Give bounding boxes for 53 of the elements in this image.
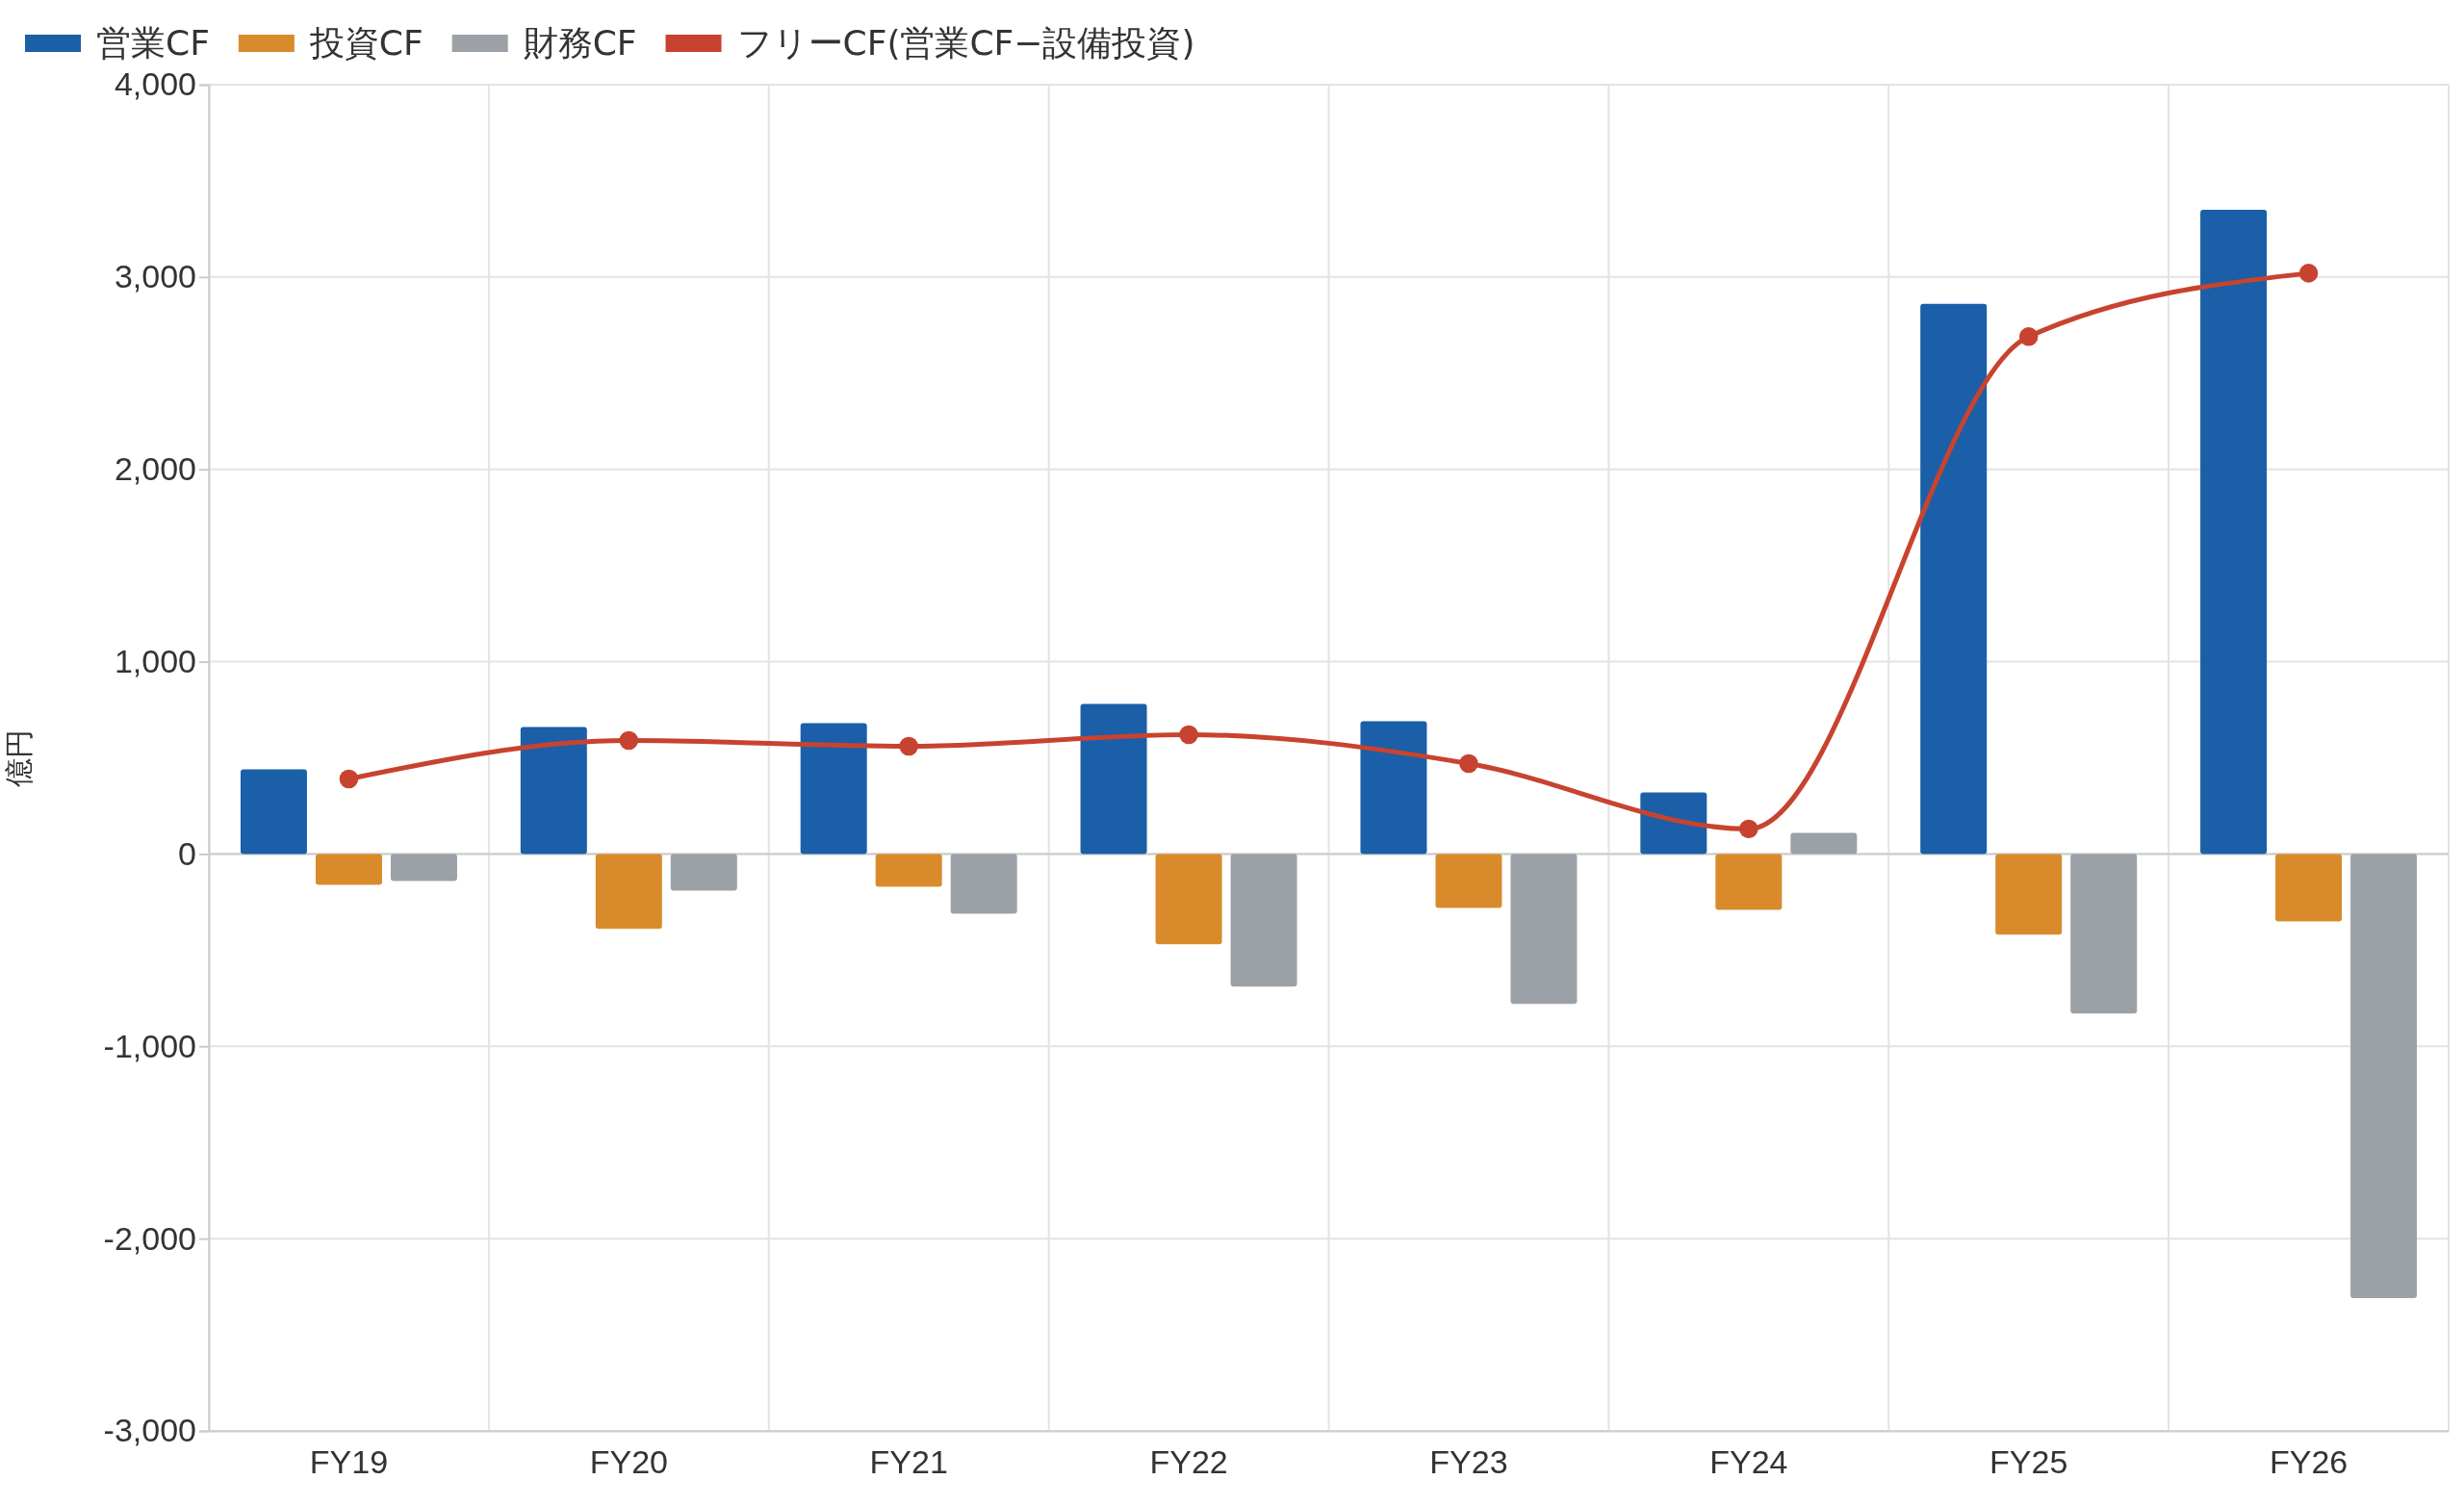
bar (670, 854, 737, 891)
point (1459, 753, 1478, 774)
y-tick-label: 4,000 (114, 65, 196, 103)
bar (390, 854, 457, 881)
y-tick-label: -1,000 (103, 1027, 196, 1064)
y-axis-title: 億円 (2, 728, 36, 787)
x-tick-label: FY22 (1149, 1442, 1228, 1480)
bar (240, 769, 307, 855)
bar (950, 854, 1017, 914)
y-tick-label: 0 (178, 834, 196, 872)
x-tick-label: FY20 (589, 1442, 668, 1480)
x-tick-label: FY21 (869, 1442, 948, 1480)
x-tick-label: FY25 (1989, 1442, 2068, 1480)
bar (2275, 854, 2343, 922)
point (2018, 327, 2039, 346)
point (339, 769, 359, 789)
legend-label: フリーCF(営業CF−設備投資) (736, 23, 1195, 63)
bar (1790, 832, 1858, 855)
x-tick-label: FY19 (309, 1442, 389, 1480)
point (619, 730, 639, 751)
bar (1080, 703, 1147, 855)
bar (2200, 209, 2268, 855)
bar (1360, 721, 1427, 855)
legend-label: 財務CF (523, 23, 637, 63)
y-tick-label: -3,000 (103, 1412, 196, 1449)
y-tick-label: -2,000 (103, 1219, 196, 1257)
y-tick-label: 3,000 (114, 258, 196, 295)
x-tick-label: FY23 (1429, 1442, 1508, 1480)
point (1179, 725, 1198, 745)
bar (1155, 854, 1222, 945)
bar (2070, 854, 2138, 1014)
bar (1230, 854, 1297, 987)
x-tick-label: FY24 (1709, 1442, 1788, 1480)
y-tick-label: 1,000 (114, 642, 196, 679)
bar (1510, 854, 1578, 1005)
point (899, 736, 918, 756)
bar (520, 727, 587, 855)
point (2298, 264, 2319, 283)
legend-label: 投資CF (308, 23, 424, 63)
bar (1920, 303, 1988, 855)
bar (1435, 854, 1502, 908)
point (1739, 819, 1758, 839)
bar (1715, 854, 1783, 910)
bar (1995, 854, 2063, 935)
legend-label: 営業CF (96, 23, 210, 63)
bar (1640, 792, 1707, 855)
bar (875, 854, 942, 887)
bar (800, 723, 867, 855)
bar (2350, 854, 2418, 1299)
x-tick-label: FY26 (2269, 1442, 2348, 1480)
bar (315, 854, 382, 885)
bar (595, 854, 662, 930)
y-tick-label: 2,000 (114, 450, 196, 488)
